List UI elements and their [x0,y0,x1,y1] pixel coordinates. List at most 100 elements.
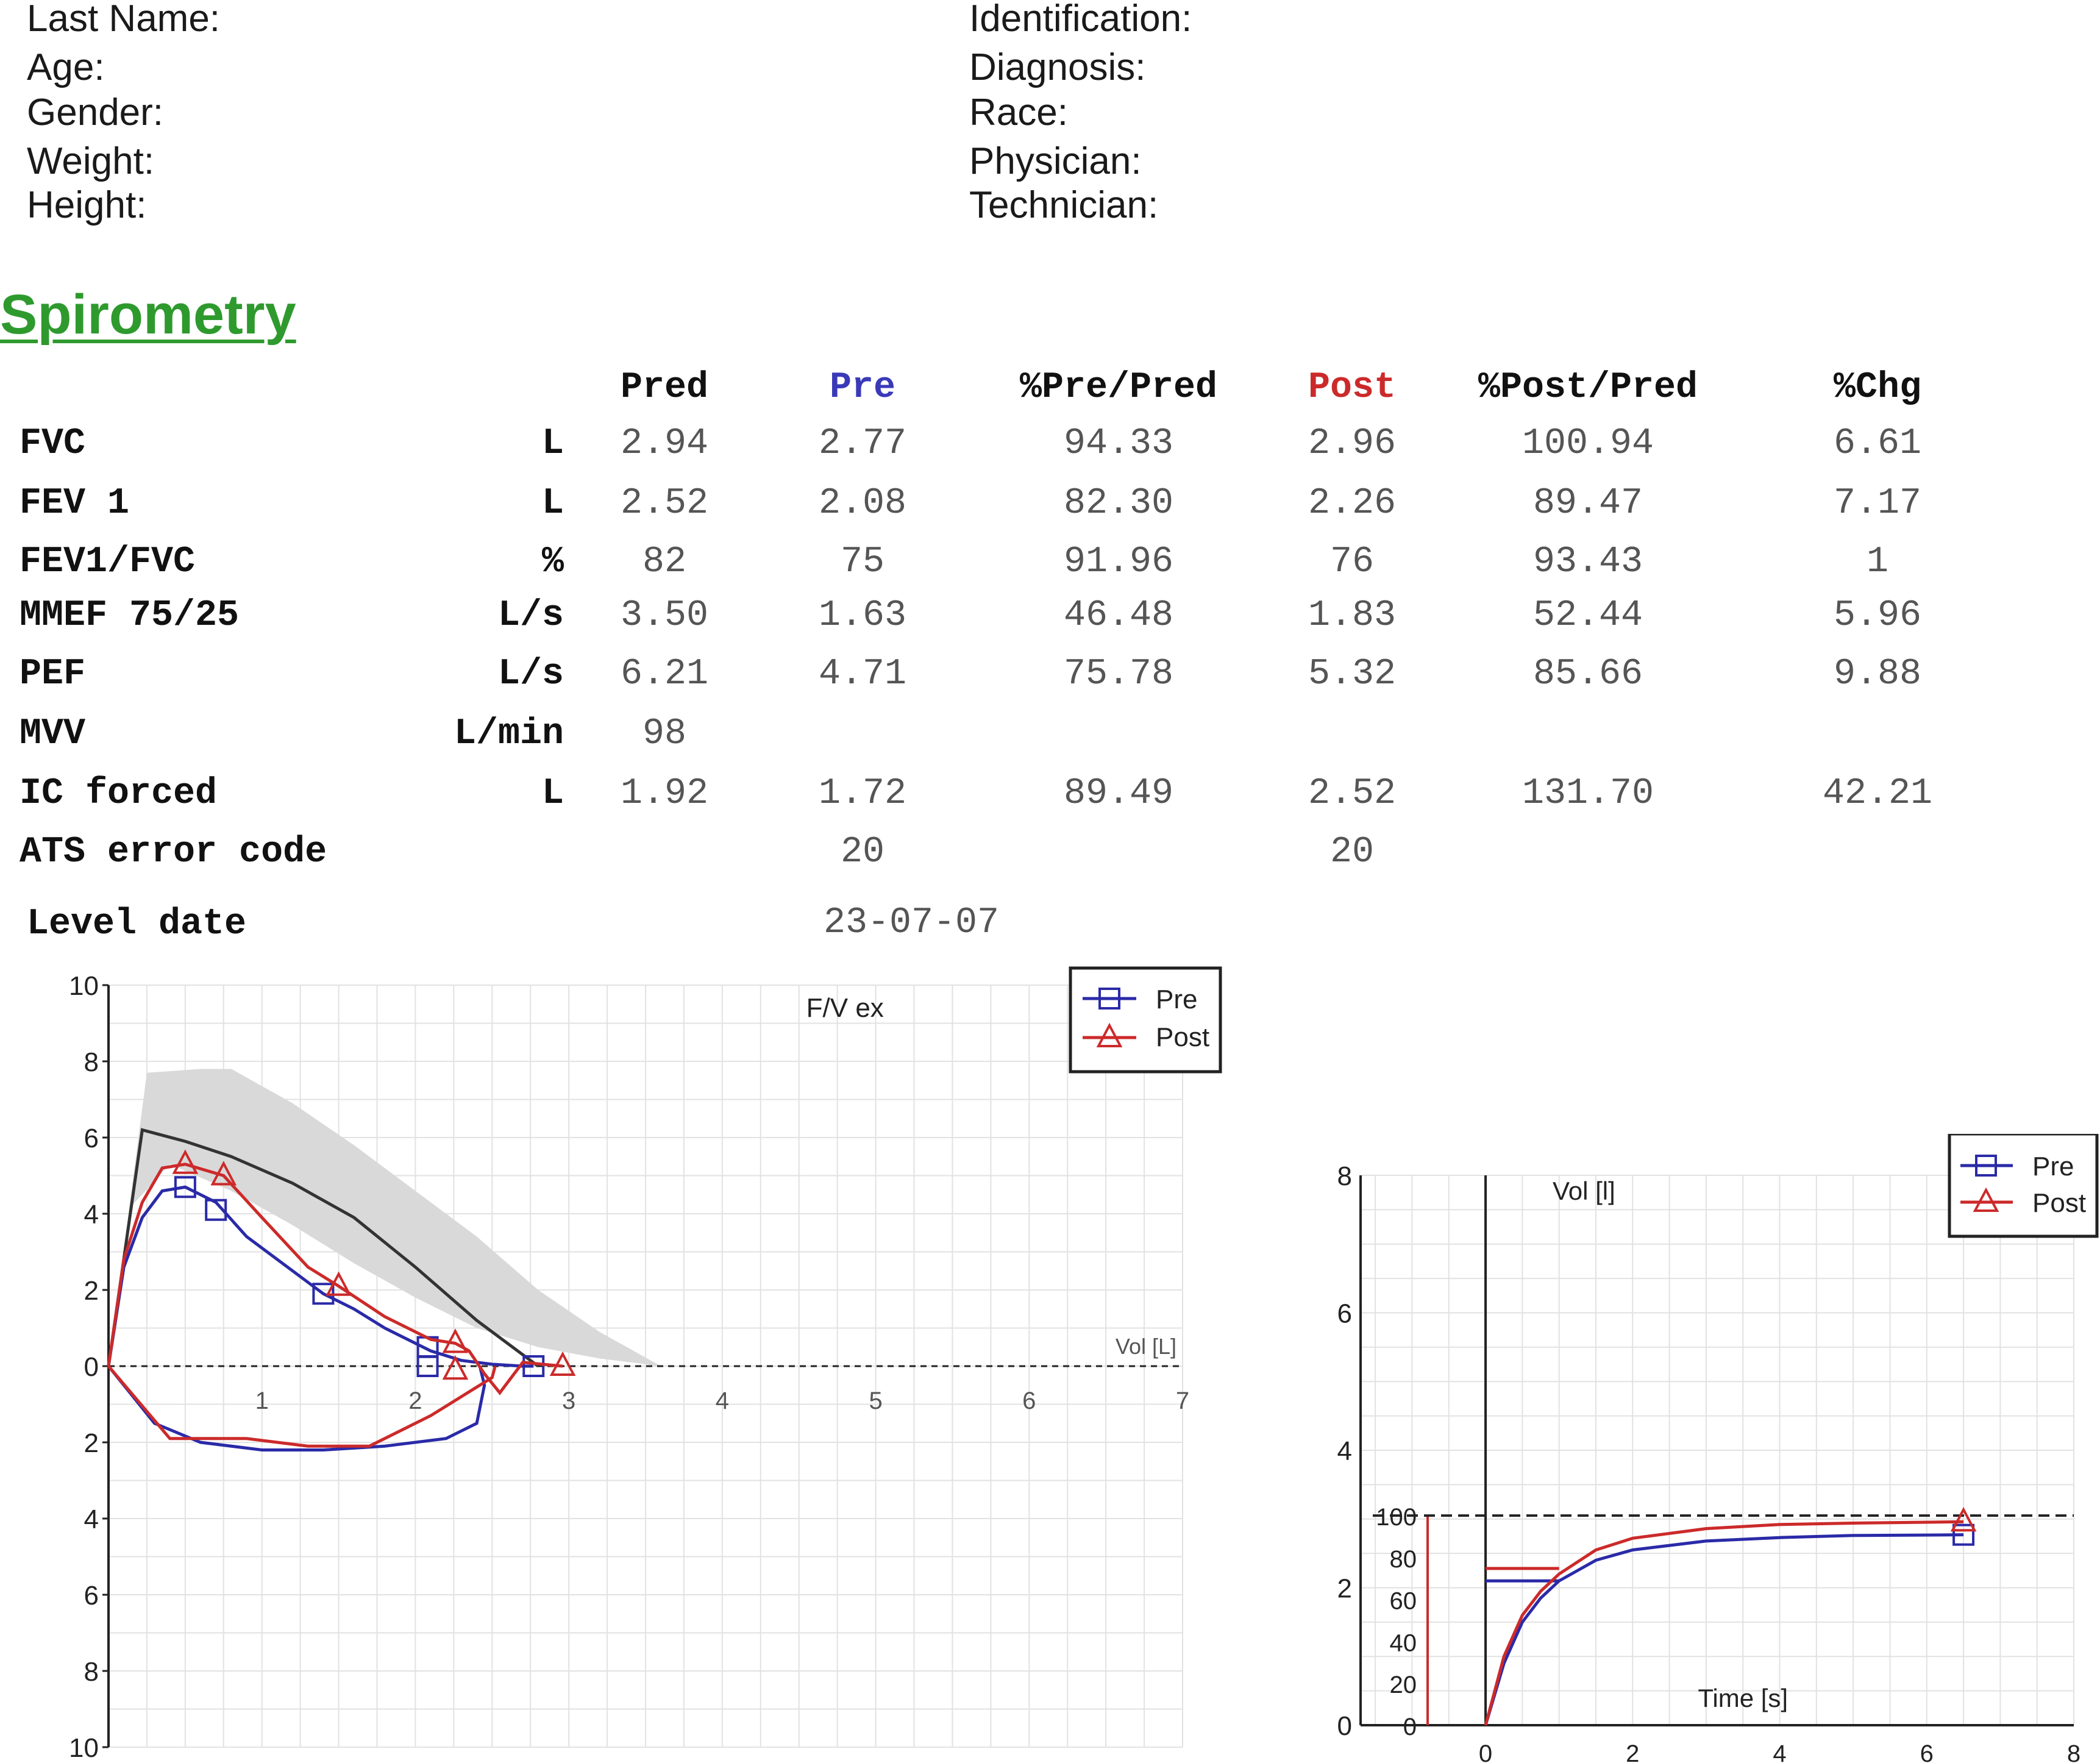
table-cell: 46.48 [1063,595,1174,636]
post-marker [549,1351,576,1376]
y-tick-label: 10 [69,971,99,1001]
patient-physician-label: Physician: [969,140,1142,182]
y-tick-label: 4 [84,1505,99,1534]
table-cell: 91.96 [1063,541,1174,583]
percent-tick-label: 100 [1376,1504,1417,1531]
table-cell: 2.52 [620,483,709,524]
table-cell: 1 [1866,541,1889,583]
patient-identification-label: Identification: [969,0,1192,40]
pre-series [107,1176,545,1451]
legend-pre-label: Pre [1156,985,1197,1014]
y-tick-label: 6 [84,1581,99,1611]
legend-pre-label: Pre [2032,1152,2074,1181]
y-tick-label: 8 [1337,1161,1352,1191]
predicted-band [109,1069,661,1366]
x-tick-label: 6 [1920,1740,1934,1763]
post-series [107,1149,576,1448]
x-tick-label: 1 [255,1387,269,1414]
x-axis-label: Time [s] [1698,1684,1788,1712]
chart-title: F/V ex [806,993,884,1023]
row-label: FVC [20,423,86,465]
x-tick-label: 7 [1176,1387,1189,1414]
x-tick-label: 2 [1626,1740,1639,1763]
patient-diagnosis-label: Diagnosis: [969,46,1146,88]
table-cell: 82 [642,541,687,583]
level-date-value: 23-07-07 [823,902,1000,944]
table-cell: 2.52 [1308,773,1397,814]
legend-box [1069,966,1222,1074]
post-inspiratory-line [107,1365,497,1448]
table-cell: 1.83 [1308,595,1397,636]
row-unit: L [541,423,564,465]
y-tick-label: 2 [1337,1574,1352,1604]
row-label: IC forced [20,773,218,814]
x-tick-label: 4 [716,1387,729,1414]
table-cell: 89.47 [1532,483,1643,524]
legend-post-label: Post [2032,1188,2086,1218]
pre-marker [1952,1523,1975,1546]
y-tick-label: 2 [84,1428,99,1458]
y-tick-label: 4 [1337,1436,1352,1466]
x-axis-label: Vol [L] [1116,1334,1176,1359]
row-label: FEV 1 [20,483,130,524]
row-unit: L/s [497,595,564,636]
table-cell: 6.21 [620,654,709,695]
table-cell: 76 [1329,541,1375,583]
pre-expiratory-line [107,1185,534,1368]
post-marker [1973,1187,1999,1212]
table-cell: 3.50 [620,595,709,636]
patient-gender-label: Gender: [27,91,164,134]
patient-technician-label: Technician: [969,184,1159,226]
row-unit: L/s [497,654,564,695]
table-cell: 98 [642,713,687,755]
table-cell: 6.61 [1833,423,1922,465]
percent-tick-label: 40 [1390,1629,1417,1656]
y-tick-label: 8 [84,1657,99,1687]
y-tick-label: 0 [1337,1711,1352,1741]
x-tick-label: 2 [408,1387,422,1414]
post-marker [1096,1022,1123,1047]
header-pre-pred: %Pre/Pred [1019,367,1218,408]
x-tick-label: 8 [2067,1740,2080,1763]
patient-race-label: Race: [969,91,1068,134]
table-cell: 9.88 [1833,654,1922,695]
table-cell: 2.26 [1308,483,1397,524]
vt-grid [1361,1175,2074,1726]
row-label: MVV [20,713,86,755]
pre-volume-line [1484,1533,1964,1726]
post-marker [442,1355,469,1380]
table-cell: 20 [1329,832,1375,873]
y-tick-label: 8 [84,1047,99,1077]
table-cell: 2.08 [818,483,907,524]
percent-tick-label: 60 [1390,1588,1417,1615]
row-unit: L [541,483,564,524]
table-cell: 2.94 [620,423,709,465]
percent-tick-label: 0 [1403,1714,1417,1740]
header-post: Post [1308,367,1397,408]
row-label: FEV1/FVC [20,541,196,583]
row-label: ATS error code [20,832,327,873]
y-tick-label: 6 [1337,1299,1352,1329]
y-axis-label: Vol [l] [1553,1177,1615,1205]
post-marker [210,1161,237,1186]
table-cell: 2.77 [818,423,907,465]
table-cell: 2.96 [1308,423,1397,465]
post-volume-line [1484,1520,1964,1726]
table-cell: 1.63 [818,595,907,636]
table-cell: 5.32 [1308,654,1397,695]
x-tick-label: 3 [562,1387,575,1414]
table-cell: 7.17 [1833,483,1922,524]
pre-marker [1975,1155,1997,1177]
fv-legend: Pre Post [1069,966,1222,1074]
pre-series [1484,1523,1975,1726]
vt-legend: Pre Post [1948,1134,2099,1238]
table-cell: 75.78 [1063,654,1174,695]
table-cell: 131.70 [1522,773,1654,814]
y-tick-label: 2 [84,1276,99,1306]
post-marker [442,1328,469,1353]
y-tick-label: 10 [69,1733,99,1763]
table-cell: 42.21 [1822,773,1933,814]
table-cell: 93.43 [1532,541,1643,583]
table-cell: 4.71 [818,654,907,695]
